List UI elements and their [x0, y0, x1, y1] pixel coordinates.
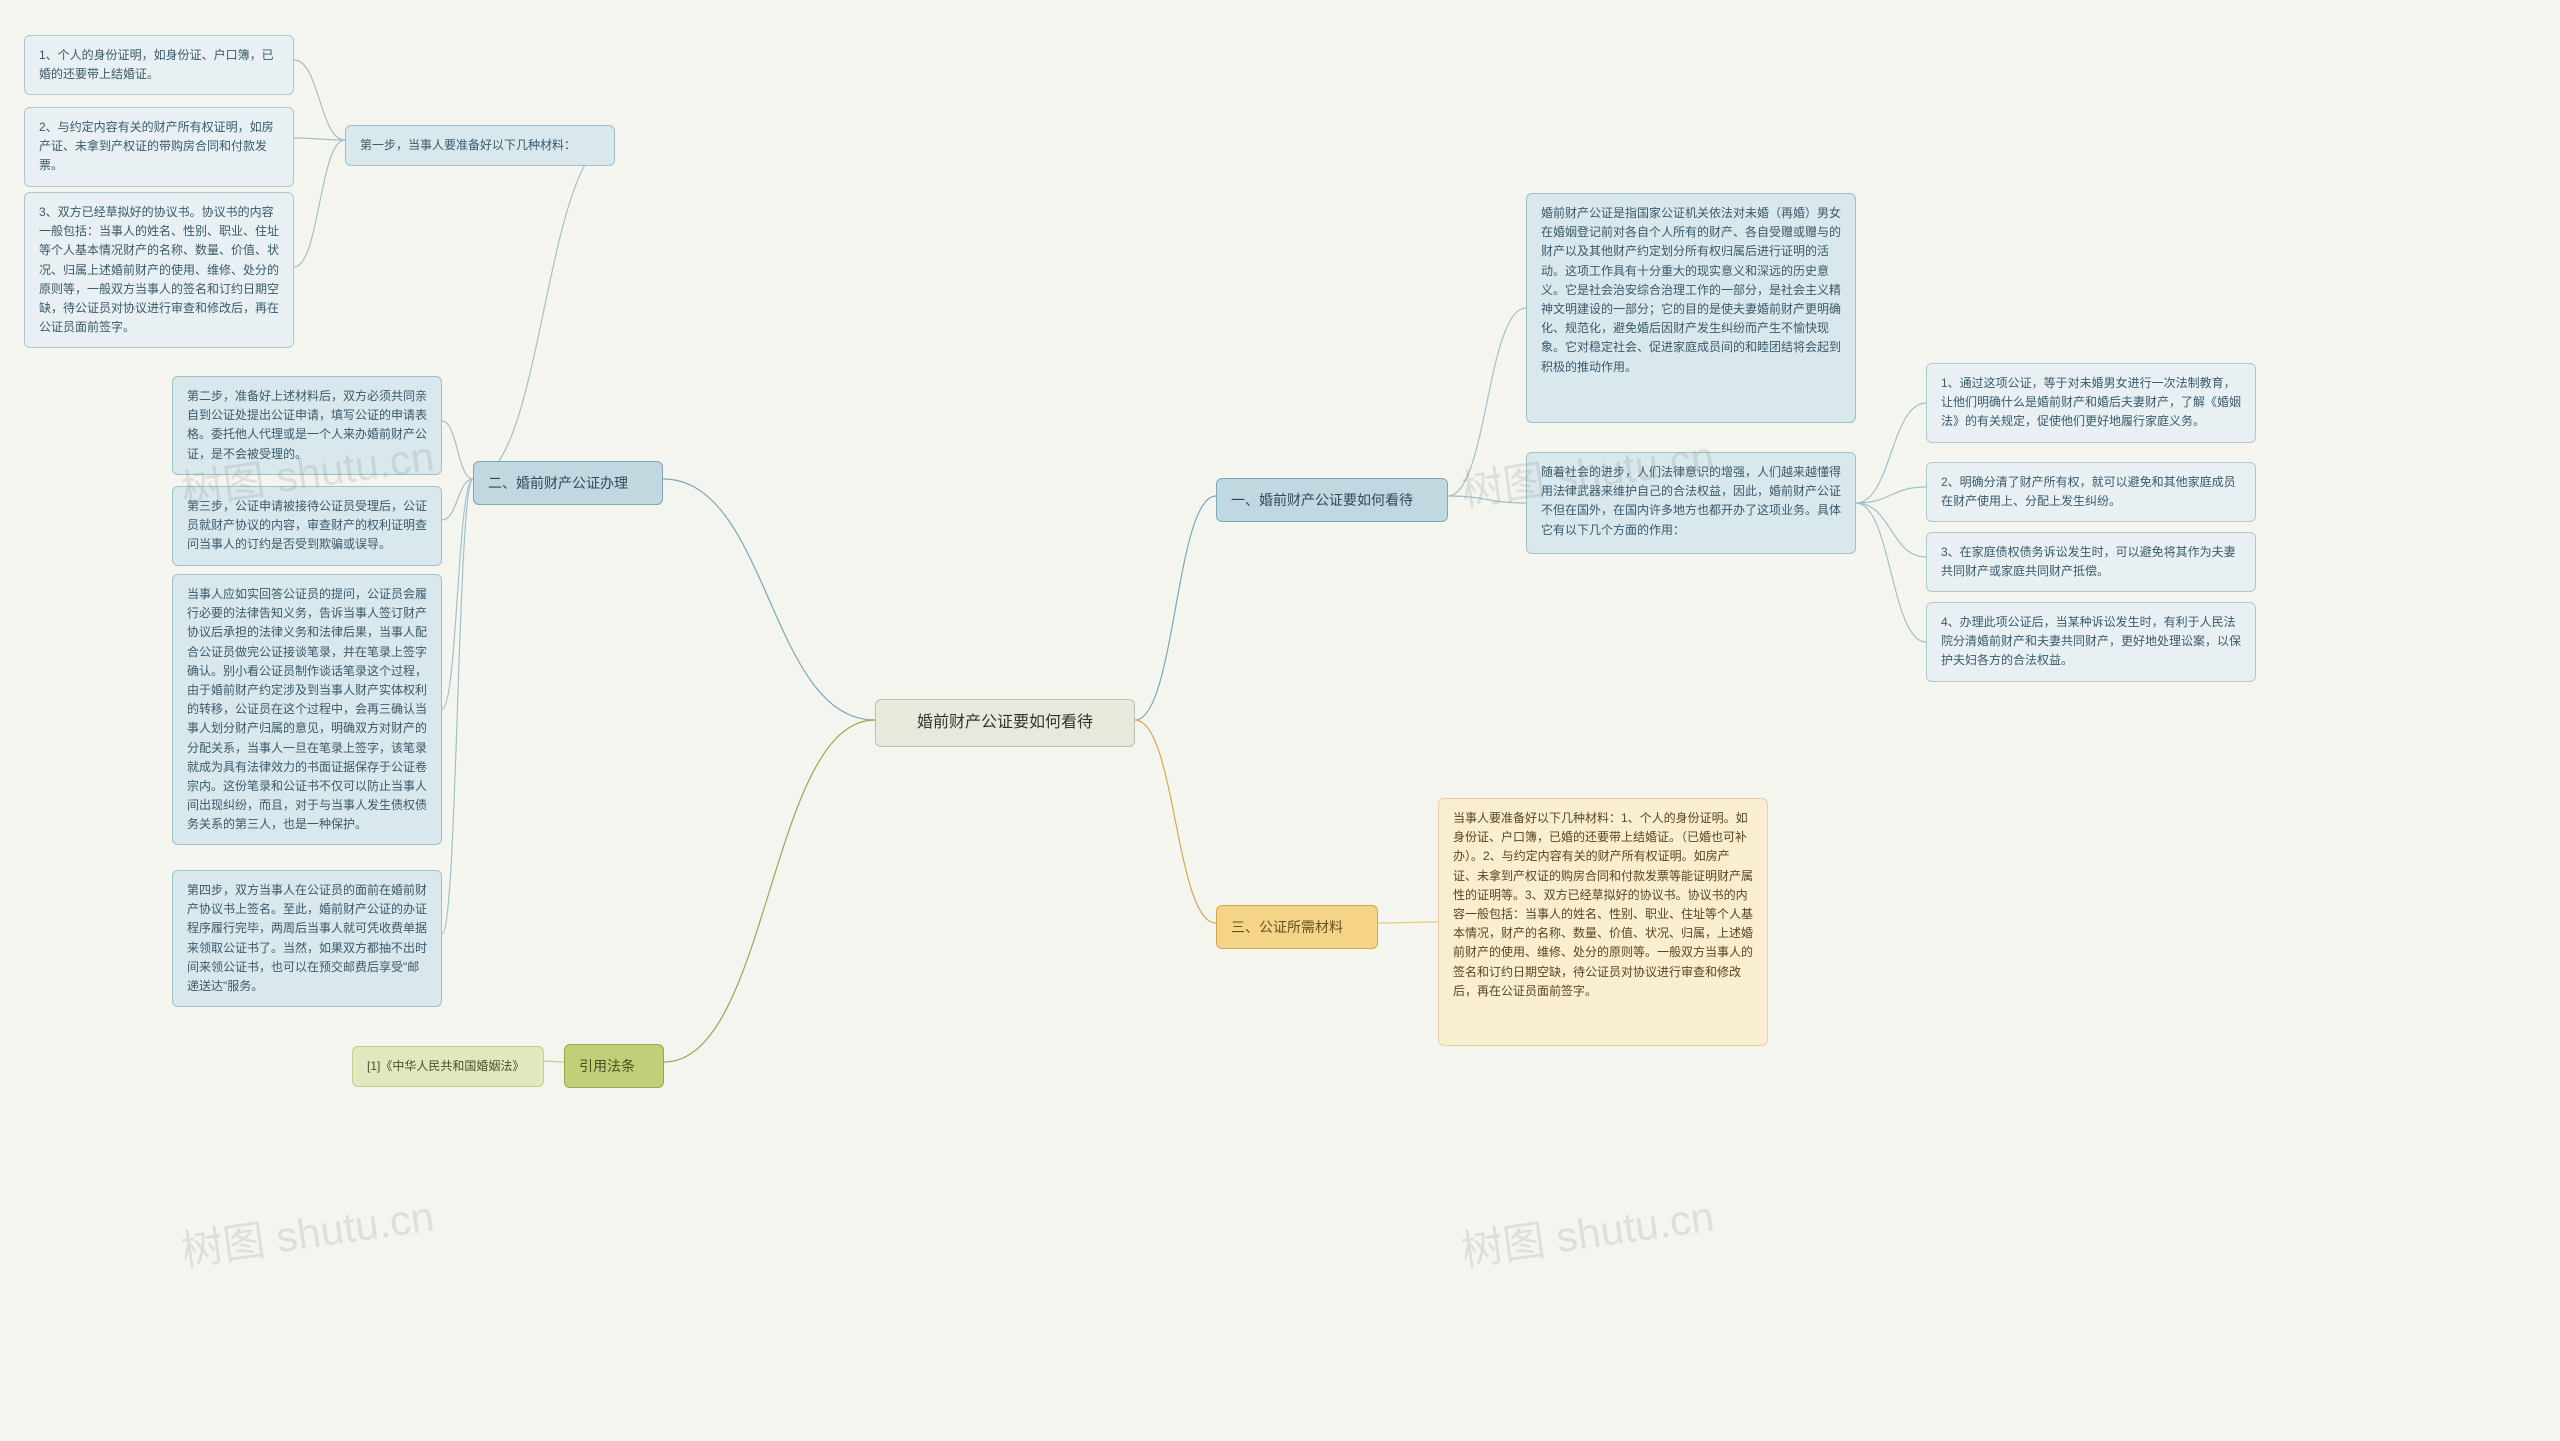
watermark: 树图 shutu.cn	[1457, 1183, 1717, 1279]
branch1-point2: 2、明确分清了财产所有权，就可以避免和其他家庭成员在财产使用上、分配上发生纠纷。	[1926, 462, 2256, 522]
branch2-step1: 第一步，当事人要准备好以下几种材料：	[345, 125, 615, 166]
branch1-desc: 随着社会的进步，人们法律意识的增强，人们越来越懂得用法律武器来维护自己的合法权益…	[1526, 452, 1856, 554]
branch2-step3b: 当事人应如实回答公证员的提问，公证员会履行必要的法律告知义务，告诉当事人签订财产…	[172, 574, 442, 845]
branch2-step2: 第二步，准备好上述材料后，双方必须共同亲自到公证处提出公证申请，填写公证的申请表…	[172, 376, 442, 475]
branch3-title[interactable]: 三、公证所需材料	[1216, 905, 1378, 949]
branch1-intro: 婚前财产公证是指国家公证机关依法对未婚（再婚）男女在婚姻登记前对各自个人所有的财…	[1526, 193, 1856, 423]
branch2-step4: 第四步，双方当事人在公证员的面前在婚前财产协议书上签名。至此，婚前财产公证的办证…	[172, 870, 442, 1007]
branch1-point4: 4、办理此项公证后，当某种诉讼发生时，有利于人民法院分清婚前财产和夫妻共同财产，…	[1926, 602, 2256, 682]
branch2-m1: 1、个人的身份证明，如身份证、户口簿，已婚的还要带上结婚证。	[24, 35, 294, 95]
branch4-content: [1]《中华人民共和国婚姻法》	[352, 1046, 544, 1087]
branch2-title[interactable]: 二、婚前财产公证办理	[473, 461, 663, 505]
branch2-m3: 3、双方已经草拟好的协议书。协议书的内容一般包括：当事人的姓名、性别、职业、住址…	[24, 192, 294, 348]
watermark: 树图 shutu.cn	[177, 1183, 437, 1279]
branch1-point1: 1、通过这项公证，等于对未婚男女进行一次法制教育，让他们明确什么是婚前财产和婚后…	[1926, 363, 2256, 443]
root-node[interactable]: 婚前财产公证要如何看待	[875, 699, 1135, 747]
branch3-content: 当事人要准备好以下几种材料：1、个人的身份证明。如身份证、户口簿，已婚的还要带上…	[1438, 798, 1768, 1046]
branch1-point3: 3、在家庭债权债务诉讼发生时，可以避免将其作为夫妻共同财产或家庭共同财产抵偿。	[1926, 532, 2256, 592]
branch4-title[interactable]: 引用法条	[564, 1044, 664, 1088]
branch2-step3: 第三步，公证申请被接待公证员受理后，公证员就财产协议的内容，审查财产的权利证明查…	[172, 486, 442, 566]
branch1-title[interactable]: 一、婚前财产公证要如何看待	[1216, 478, 1448, 522]
branch2-m2: 2、与约定内容有关的财产所有权证明，如房产证、未拿到产权证的带购房合同和付款发票…	[24, 107, 294, 187]
